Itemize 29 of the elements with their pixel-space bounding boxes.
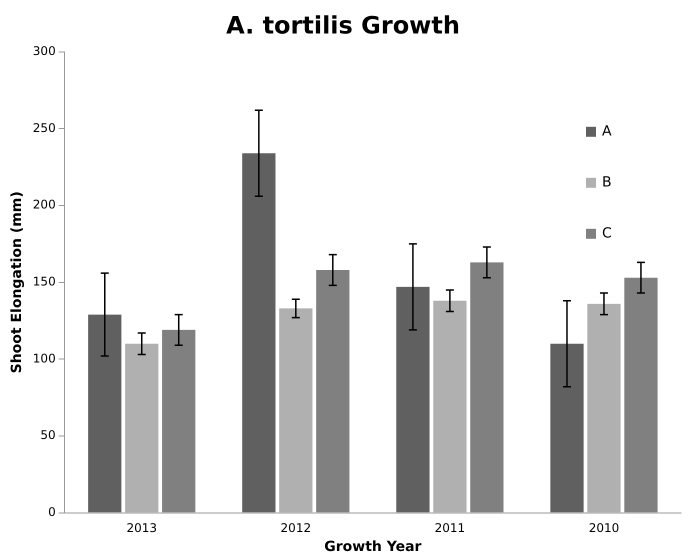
bar	[242, 153, 276, 512]
bar	[470, 262, 504, 512]
x-tick-label: 2011	[434, 521, 466, 536]
y-tick-label: 50	[40, 428, 56, 442]
bar	[624, 278, 658, 512]
x-tick-label: 2010	[588, 521, 620, 536]
legend-label: A	[602, 123, 612, 140]
x-tick-label: 2012	[280, 521, 312, 536]
y-tick-label: 150	[32, 274, 56, 288]
x-tick-label: 2013	[126, 521, 158, 536]
x-axis-title: Growth Year	[324, 539, 422, 556]
bar	[433, 300, 467, 512]
bar	[316, 270, 350, 512]
bar	[162, 330, 196, 512]
bar	[279, 308, 312, 512]
legend-label: C	[602, 225, 612, 242]
bar	[587, 304, 621, 512]
y-tick-label: 200	[32, 198, 56, 212]
bar	[396, 286, 430, 512]
bar	[125, 344, 158, 512]
bar	[550, 344, 584, 512]
chart-title: A. tortilis Growth	[226, 12, 460, 40]
legend-label: B	[602, 174, 612, 190]
y-tick-label: 100	[32, 351, 56, 366]
y-tick-label: 250	[32, 120, 56, 135]
y-tick-label: 300	[32, 44, 56, 58]
y-axis-title: Shoot Elongation (mm)	[9, 191, 26, 374]
y-tick-label: 0	[48, 504, 56, 519]
bar	[88, 314, 122, 512]
